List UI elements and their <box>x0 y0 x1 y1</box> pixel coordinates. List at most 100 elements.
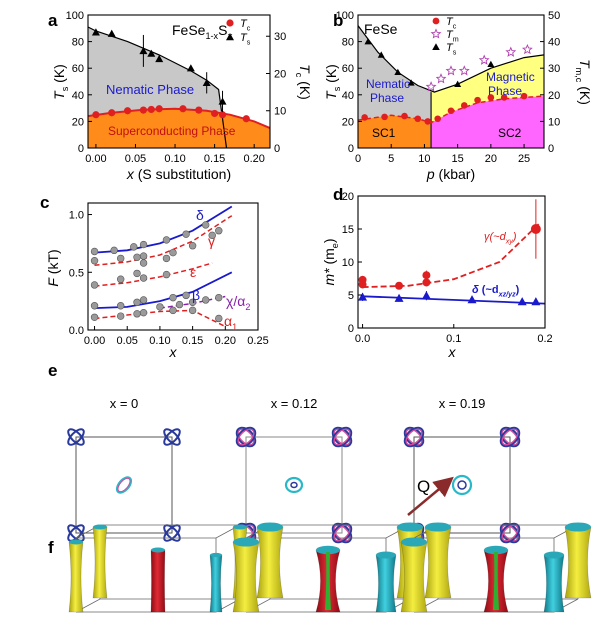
tc-point <box>139 106 147 114</box>
mass-fit-γ <box>362 221 542 288</box>
x-tick-label: 0.05 <box>125 153 146 165</box>
x-tick-label: 0.10 <box>149 335 170 347</box>
electron-ellipse <box>163 428 181 446</box>
x-tick-label: 0.05 <box>117 335 138 347</box>
tc-point <box>361 114 368 121</box>
tc-point <box>447 107 455 115</box>
x-axis-label: x <box>169 344 178 360</box>
electron-ellipse-inner <box>333 524 351 542</box>
frequency-point <box>139 274 148 282</box>
ts-point <box>487 60 495 68</box>
fit-line-5 <box>94 309 226 328</box>
y-right-tick-label: 20 <box>274 68 286 80</box>
ts-point <box>91 28 100 36</box>
y-axis-label-left: Ts (K) <box>51 64 70 100</box>
ts-point <box>147 49 156 57</box>
electron-cylinder-front-left <box>68 541 84 613</box>
legend-tm-label: Tm <box>446 29 459 43</box>
y-tick-label: 0 <box>348 143 354 155</box>
electron-ellipse <box>331 426 353 448</box>
tc-point <box>434 115 442 123</box>
fs-title-x012: x = 0.12 <box>271 396 318 411</box>
orbit-label-alpha1: α1 <box>224 313 237 332</box>
frequency-point <box>139 296 148 304</box>
y-tick-label: 40 <box>72 90 84 102</box>
tm-point <box>505 46 517 57</box>
tc-point <box>123 107 132 115</box>
electron-pocket <box>163 524 181 542</box>
y-axis-label: F (kT) <box>45 249 61 286</box>
frequency-point <box>215 227 223 235</box>
frequency-point <box>116 302 125 310</box>
mass-point <box>395 281 404 290</box>
y-right-tick-label: 10 <box>274 106 286 118</box>
electron-pocket <box>67 428 85 446</box>
electron-ellipse-inner <box>501 524 519 542</box>
hole-cylinder <box>150 549 166 613</box>
ts-point <box>377 51 385 58</box>
mass-point <box>531 297 541 306</box>
region-label-sc: Superconducting Phase <box>108 124 236 138</box>
panel-a-chart: 0.00 0.05 0.10 0.15 0.20 0 20 40 60 80 100 0 10 20 30 F… <box>51 10 313 182</box>
panel-e-fermi-surfaces: x = 0 x = 0.12 x = 0.19 Q <box>67 396 521 544</box>
electron-ellipse <box>163 524 181 542</box>
panel-label-b: b <box>333 11 343 30</box>
brillouin-zone <box>245 436 343 534</box>
superconducting-region <box>88 108 270 148</box>
y-right-tick-label: 0 <box>548 143 554 155</box>
chart-title: FeSe1-xSx <box>172 22 232 41</box>
legend-ts-label: Ts <box>446 42 457 56</box>
ts-line <box>87 26 228 149</box>
fit-line-1 <box>94 215 233 267</box>
x-tick-label: 0.15 <box>204 153 225 165</box>
mass-point <box>358 292 368 301</box>
y-axis-label-right: Tm,c (K) <box>574 59 593 105</box>
electron-cylinder-back <box>424 526 452 599</box>
hole-cylinder-cap <box>151 547 165 553</box>
x-tick-label: 20 <box>485 153 497 165</box>
fit-line-2 <box>94 262 213 287</box>
y-right-tick-label: 10 <box>548 116 560 128</box>
y-tick-label: 5 <box>348 290 354 302</box>
panel-label-e: e <box>48 361 57 380</box>
tc-point <box>179 105 187 113</box>
electron-cylinder-front-left-cap <box>69 539 83 545</box>
x-tick-label: 0.00 <box>84 335 105 347</box>
q-vector-label: Q <box>417 477 430 496</box>
frequency-point <box>169 293 177 302</box>
y-right-tick-label: 20 <box>548 90 560 102</box>
region-label-nematic-1: Nematic <box>366 77 410 91</box>
hole-pocket <box>115 476 133 494</box>
y-tick-label: 80 <box>342 37 354 49</box>
tm-point <box>521 43 533 55</box>
inner-hole-cylinder <box>493 552 499 610</box>
region-label-sc1: SC1 <box>372 126 396 140</box>
fs-title-x019: x = 0.19 <box>439 396 486 411</box>
frequency-point <box>133 298 141 306</box>
electron-pocket <box>403 426 425 448</box>
frequency-point <box>130 243 138 251</box>
y-tick-label: 80 <box>72 37 84 49</box>
panel-f-3d-fermi-surfaces <box>68 522 592 613</box>
tm-point <box>435 73 447 84</box>
frequency-point <box>116 275 125 283</box>
electron-cylinder-back-cap <box>257 522 283 532</box>
tc-point <box>414 115 422 123</box>
frequency-point <box>90 281 99 289</box>
tc-point <box>381 113 388 121</box>
electron-ellipse-inner <box>501 524 519 542</box>
y-tick-label: 0 <box>78 143 84 155</box>
electron-cylinder-front-left-cap <box>233 537 259 547</box>
x-tick-label: 0.20 <box>215 335 236 347</box>
orbit-label-delta: δ <box>196 207 204 223</box>
y-tick-label: 20 <box>342 191 354 203</box>
y-tick-label: 20 <box>72 116 84 128</box>
mass-point <box>422 271 431 280</box>
electron-ellipse <box>499 426 521 448</box>
frequency-point <box>182 230 190 238</box>
electron-ellipse <box>235 426 257 448</box>
x-tick-label: 0.00 <box>85 153 106 165</box>
tc-point <box>487 94 495 101</box>
frequency-point <box>215 314 223 323</box>
